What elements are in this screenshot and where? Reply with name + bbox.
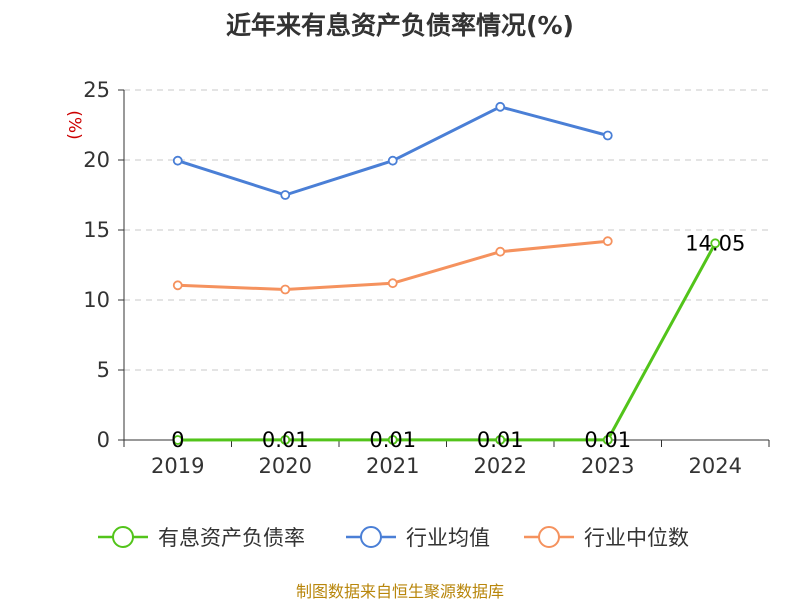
data-label: 0.01 [477,428,524,452]
data-point [172,280,183,291]
data-point [495,246,506,257]
data-label: 14.05 [685,231,745,255]
legend-item[interactable]: 有息资产负债率 [98,526,305,550]
x-axis-tick-label: 2019 [151,454,204,478]
legend-label: 行业均值 [406,526,490,550]
data-point [495,434,506,445]
legend-item[interactable]: 行业中位数 [524,526,689,550]
data-point [602,434,613,445]
series [172,101,721,445]
y-axis-unit-label: (%) [64,110,84,139]
data-point [602,130,613,141]
legend-marker [360,526,382,548]
data-point [387,434,398,445]
data-label: 0.01 [584,428,631,452]
data-point [280,284,291,295]
legend-marker [112,526,134,548]
data-point [602,236,613,247]
legend-item[interactable]: 行业均值 [346,526,490,550]
data-point [172,435,183,445]
x-axis-tick-label: 2021 [366,454,419,478]
legend[interactable]: 有息资产负债率 行业均值 行业中位数 [98,526,689,550]
y-axis-tick-label: 25 [83,78,110,102]
data-point [387,278,398,289]
data-point [280,190,291,200]
x-axis-tick-label: 2020 [259,454,312,478]
chart-title: 近年来有息资产负债率情况(%) [226,11,574,40]
legend-label: 有息资产负债率 [158,526,305,550]
legend-label: 行业中位数 [584,526,689,550]
grid-lines [124,89,769,371]
data-labels: 0 0.01 0.01 0.01 0.01 14.05 [171,231,745,452]
y-axis-tick-label: 20 [83,148,110,172]
x-axis-tick-label: 2022 [474,454,527,478]
legend-marker [538,526,560,548]
x-axis-tick-label: 2023 [581,454,634,478]
x-axis-tick-label: 2024 [689,454,742,478]
source-note: 制图数据来自恒生聚源数据库 [295,582,504,601]
data-point [710,238,721,249]
data-label: 0 [171,428,184,452]
data-point [280,434,291,445]
data-point [172,155,183,166]
data-label: 0.01 [262,428,309,452]
y-axis-tick-label: 15 [83,218,110,242]
data-point [495,101,506,112]
series-line [177,105,609,197]
y-axis-tick-label: 5 [97,358,110,382]
data-label: 0.01 [369,428,416,452]
y-axis-tick-label: 0 [97,428,110,452]
y-axis-tick-label: 10 [83,288,110,312]
axes: 0 5 10 15 20 25 2019 2020 2021 2022 2023 2024 [83,78,770,478]
data-point [387,155,398,166]
series-line [177,242,717,442]
